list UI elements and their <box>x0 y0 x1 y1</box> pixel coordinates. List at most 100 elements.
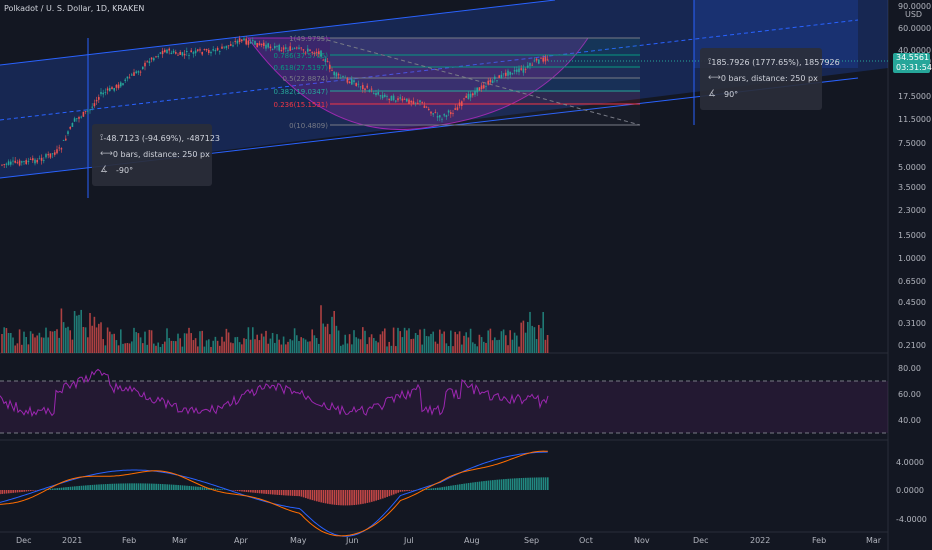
candle-body <box>511 73 514 75</box>
range-text: 185.7926 (1777.65%), 1857926 <box>711 57 840 67</box>
candle-body <box>381 95 384 99</box>
candle-body <box>357 83 360 85</box>
candle-body <box>425 106 428 108</box>
volume-bar <box>399 331 401 353</box>
macd-hist-bar <box>364 490 366 504</box>
volume-bar <box>329 334 331 353</box>
macd-hist-bar <box>362 490 364 504</box>
candle-body <box>80 116 82 118</box>
symbol-title[interactable]: Polkadot / U. S. Dollar, 1D, KRAKEN <box>4 4 145 13</box>
macd-hist-bar <box>430 488 432 490</box>
macd-hist-bar <box>272 490 274 495</box>
candle-body <box>331 70 333 72</box>
volume-bar <box>265 330 267 353</box>
macd-hist-bar <box>487 480 490 490</box>
macd-hist-bar <box>195 486 197 490</box>
volume-bar <box>223 341 225 353</box>
candle-body <box>502 73 505 75</box>
candle-body <box>32 158 34 161</box>
macd-hist-bar <box>67 486 69 490</box>
macd-hist-bar <box>527 477 529 490</box>
macd-hist-bar <box>65 487 67 490</box>
macd-axis-label: 4.0000 <box>896 458 924 467</box>
candle-body <box>238 38 241 42</box>
volume-bar <box>296 335 298 353</box>
volume-bar <box>247 327 250 353</box>
bars-range-icon: ⟷ <box>100 149 113 159</box>
candle-body <box>505 72 507 76</box>
candle-body <box>454 108 456 110</box>
volume-bar <box>40 337 43 353</box>
macd-hist-bar <box>93 484 96 490</box>
macd-hist-bar <box>12 490 14 493</box>
macd-hist-bar <box>294 490 296 496</box>
macd-hist-bar <box>102 484 105 490</box>
volume-bar <box>507 345 509 353</box>
time-axis-label: 2022 <box>750 536 770 545</box>
volume-bar <box>111 334 113 353</box>
fib-level-label: 1(49.9795) <box>289 35 328 43</box>
candle-body <box>533 60 536 62</box>
candle-body <box>197 49 199 51</box>
macd-hist-bar <box>265 490 267 494</box>
volume-bar <box>49 331 52 353</box>
macd-hist-bar <box>346 490 349 506</box>
macd-hist-bar <box>16 490 19 493</box>
candle-body <box>282 47 285 50</box>
time-axis[interactable]: Dec 2021 Feb Mar Apr May Jun Jul Aug Sep Oct Nov Dec… <box>16 536 882 545</box>
volume-bar <box>269 338 272 353</box>
macd-axis: 4.0000 0.0000 -4.0000 <box>896 458 927 524</box>
rsi-line <box>0 368 549 418</box>
volume-bar <box>467 337 470 353</box>
candle-body <box>291 48 294 50</box>
macd-hist-bar <box>274 490 276 495</box>
macd-hist-bar <box>199 486 201 490</box>
candle-body <box>84 111 87 112</box>
macd-hist-bar <box>485 480 487 490</box>
macd-hist-bar <box>496 479 498 490</box>
volume-bar <box>69 330 71 353</box>
volume-bar <box>168 338 170 353</box>
volume-bar <box>181 346 184 353</box>
volume-bar <box>337 330 340 353</box>
macd-hist-bar <box>547 477 549 490</box>
macd-hist-bar <box>338 490 340 506</box>
candle-body <box>104 91 107 93</box>
volume-bar <box>348 334 351 353</box>
rsi-axis: 80.00 60.00 40.00 <box>898 364 921 425</box>
volume-bar <box>494 337 496 353</box>
macd-hist-bar <box>212 488 215 490</box>
macd-hist-bar <box>377 490 380 500</box>
macd-hist-bar <box>300 490 303 497</box>
volume-bar <box>452 346 454 353</box>
volume-bar <box>38 332 41 353</box>
candle-body <box>271 49 274 51</box>
candle-body <box>62 140 65 141</box>
volume-bar <box>43 337 45 353</box>
volume-bar <box>498 339 500 353</box>
macd-hist-bar <box>296 490 298 497</box>
volume-bar <box>421 344 423 353</box>
candle-body <box>115 84 118 88</box>
macd-hist-bar <box>63 487 65 490</box>
macd-hist-bar <box>318 490 320 502</box>
candle-body <box>359 86 362 88</box>
macd-hist-bar <box>459 484 461 490</box>
macd-hist-bar <box>443 486 446 490</box>
volume-bar <box>243 338 245 353</box>
volume-bar <box>502 329 505 353</box>
volume-bar <box>291 340 294 353</box>
candle-body <box>458 102 461 106</box>
candle-body <box>392 95 395 101</box>
candle-body <box>155 56 157 58</box>
macd-hist-bar <box>184 485 186 490</box>
volume-bar <box>212 340 214 353</box>
volume-bar <box>18 329 21 353</box>
candle-body <box>483 85 485 89</box>
volume-bar <box>511 339 514 353</box>
volume-bar <box>397 327 399 353</box>
candle-body <box>192 52 195 54</box>
volume-bar <box>285 344 287 353</box>
volume-bar <box>7 332 10 353</box>
